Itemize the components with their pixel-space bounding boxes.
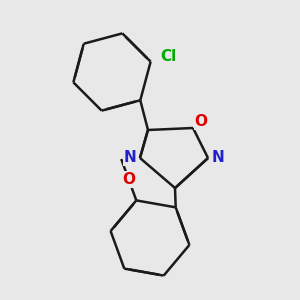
Text: N: N (212, 151, 224, 166)
Text: O: O (122, 172, 135, 187)
Text: N: N (124, 151, 136, 166)
Text: O: O (194, 115, 208, 130)
Text: Cl: Cl (160, 50, 176, 64)
